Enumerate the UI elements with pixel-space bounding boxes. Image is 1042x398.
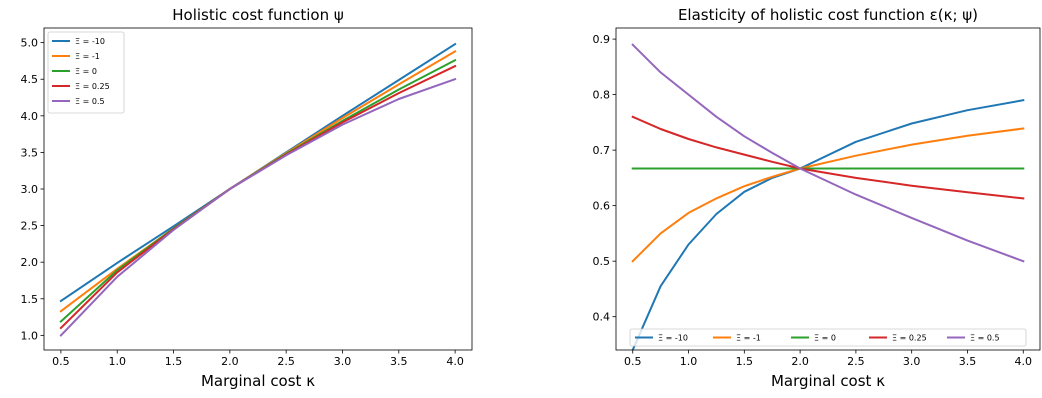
- x-tick-label: 4.0: [446, 355, 464, 368]
- x-tick-label: 3.5: [959, 355, 977, 368]
- x-tick-label: 0.5: [52, 355, 70, 368]
- y-tick-label: 0.9: [593, 33, 611, 46]
- y-tick-label: 0.6: [593, 200, 611, 213]
- x-tick-label: 1.5: [165, 355, 183, 368]
- legend-entry: Ξ = 0.25: [75, 82, 110, 91]
- x-tick-label: 0.5: [624, 355, 642, 368]
- legend-entry: Ξ = 0: [814, 334, 836, 343]
- axes-frame: [615, 27, 1041, 351]
- x-tick-label: 2.5: [847, 355, 865, 368]
- legend: Ξ = -10 Ξ = -1 Ξ = 0 Ξ = 0.25 Ξ = 0.5: [629, 328, 1027, 347]
- legend-box: [629, 328, 1027, 347]
- x-tick-label: 2.0: [221, 355, 239, 368]
- y-tick-label: 0.8: [593, 89, 611, 102]
- x-axis-label: Marginal cost κ: [771, 372, 885, 390]
- x-tick-label: 1.0: [108, 355, 126, 368]
- x-tick-label: 3.0: [903, 355, 921, 368]
- x-tick-label: 2.0: [791, 355, 809, 368]
- x-axis-label: Marginal cost κ: [201, 372, 315, 390]
- x-tick-label: 2.5: [277, 355, 295, 368]
- y-tick-label: 1.5: [21, 293, 39, 306]
- legend-box: [47, 31, 125, 114]
- legend-entry: Ξ = -10: [75, 37, 105, 46]
- y-tick-label: 3.5: [21, 146, 39, 159]
- series-line-3: [631, 115, 1025, 200]
- y-tick-label: 0.4: [593, 311, 611, 324]
- legend-entry: Ξ = -1: [75, 52, 100, 61]
- legend-entry: Ξ = -10: [658, 334, 688, 343]
- legend-entry: Ξ = 0.5: [970, 334, 1000, 343]
- x-tick-label: 1.5: [736, 355, 754, 368]
- x-tick-label: 4.0: [1015, 355, 1033, 368]
- legend-entry: Ξ = 0.5: [75, 97, 105, 106]
- series-line-4: [59, 77, 457, 337]
- series-line-1: [631, 127, 1025, 263]
- x-tick-label: 1.0: [680, 355, 698, 368]
- chart-title: Holistic cost function ψ: [172, 6, 344, 24]
- legend: Ξ = -10 Ξ = -1 Ξ = 0 Ξ = 0.25 Ξ = 0.5: [47, 31, 125, 114]
- y-tick-label: 5.0: [21, 37, 39, 50]
- series-group: [59, 42, 457, 337]
- chart-holistic-cost: Holistic cost function ψ 0.5 1.0 1.5 2.0 2.5 3…: [21, 6, 473, 390]
- legend-entry: Ξ = 0: [75, 67, 97, 76]
- legend-entry: Ξ = -1: [736, 334, 761, 343]
- x-tick-label: 3.5: [390, 355, 408, 368]
- y-tick-label: 0.5: [593, 255, 611, 268]
- series-line-4: [631, 43, 1025, 263]
- legend-entry: Ξ = 0.25: [892, 334, 927, 343]
- x-tick-label: 3.0: [334, 355, 352, 368]
- y-tick-label: 1.0: [21, 329, 39, 342]
- y-tick-label: 2.0: [21, 256, 39, 269]
- series-group: [631, 43, 1025, 350]
- series-line-0: [631, 99, 1025, 350]
- y-tick-label: 3.0: [21, 183, 39, 196]
- y-tick-label: 0.7: [593, 144, 611, 157]
- chart-elasticity: Elasticity of holistic cost function ε(κ…: [593, 6, 1041, 390]
- chart-title: Elasticity of holistic cost function ε(κ…: [678, 6, 978, 24]
- y-tick-label: 4.5: [21, 73, 39, 86]
- y-tick-label: 2.5: [21, 220, 39, 233]
- y-tick-label: 4.0: [21, 110, 39, 123]
